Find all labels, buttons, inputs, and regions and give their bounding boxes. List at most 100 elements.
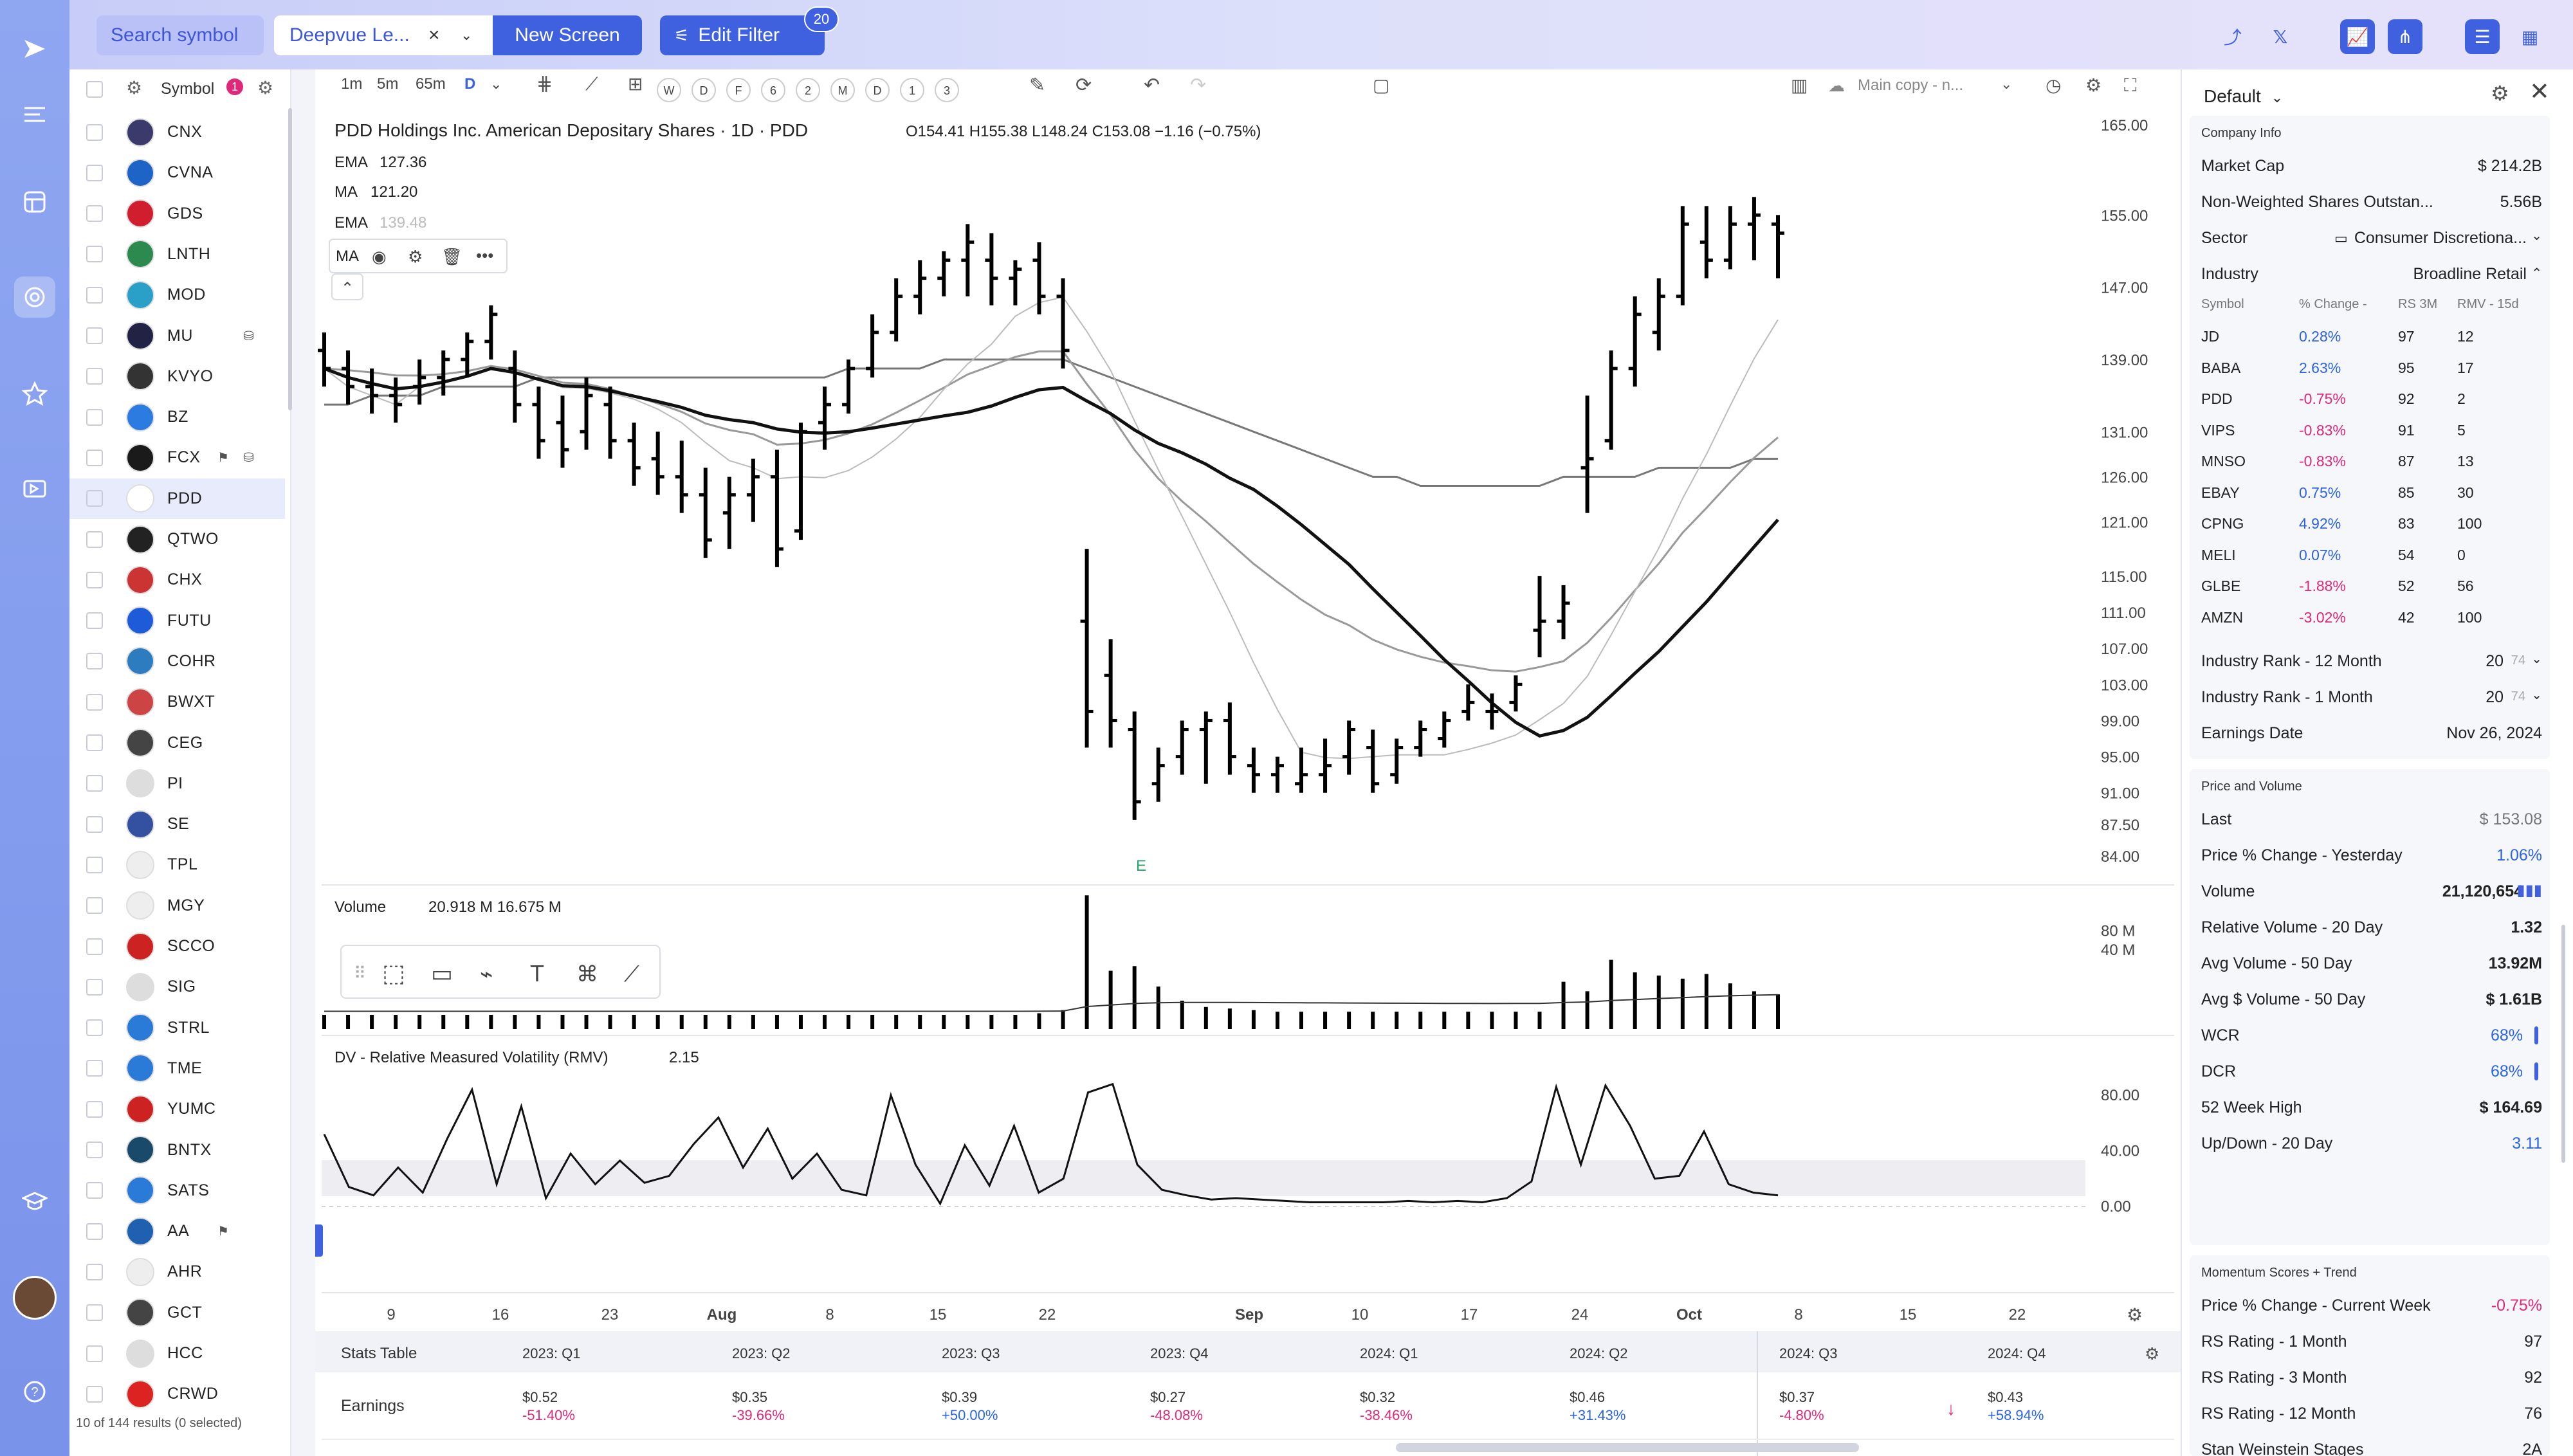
interval-5m[interactable]: 5m: [377, 75, 398, 93]
row-checkbox[interactable]: [86, 123, 103, 141]
edit-filter-button[interactable]: ⚟ Edit Filter: [660, 15, 825, 55]
right-panel-scrollbar[interactable]: [2561, 925, 2565, 1163]
rank12-row[interactable]: Industry Rank - 12 Month 20 74 ⌄: [2201, 644, 2542, 679]
watchlist-row[interactable]: GCT: [69, 1293, 285, 1333]
row-checkbox[interactable]: [86, 246, 103, 263]
period-pill[interactable]: [726, 78, 751, 102]
callout-tool-icon[interactable]: ▭: [431, 960, 453, 987]
close-panel-icon[interactable]: ✕: [2529, 78, 2550, 105]
industry-column-header[interactable]: % Change -: [2299, 297, 2367, 311]
share-icon[interactable]: ⤴: [2223, 28, 2242, 48]
learn-icon[interactable]: [14, 468, 55, 509]
charts-icon[interactable]: [14, 277, 55, 318]
industry-peer-row[interactable]: GLBE -1.88% 52 56: [2201, 570, 2542, 601]
watchlist-row[interactable]: FUTU: [69, 601, 285, 641]
stats-settings-icon[interactable]: ⚙: [2145, 1344, 2159, 1363]
alert-clock-icon[interactable]: ◷: [2046, 75, 2061, 95]
education-icon[interactable]: [14, 1181, 55, 1222]
row-checkbox[interactable]: [86, 368, 103, 385]
row-checkbox[interactable]: [86, 938, 103, 955]
layout-dropdown[interactable]: Default ⌄: [2196, 80, 2299, 113]
refresh-icon[interactable]: ⟳: [1076, 75, 1092, 96]
time-axis-settings-icon[interactable]: ⚙: [2127, 1305, 2143, 1325]
column-settings-icon[interactable]: ⚙: [257, 78, 274, 98]
watchlist-row[interactable]: PI: [69, 763, 285, 804]
row-checkbox[interactable]: [86, 164, 103, 181]
database-icon[interactable]: ⛁: [243, 329, 254, 343]
user-avatar[interactable]: [13, 1276, 57, 1320]
row-checkbox[interactable]: [86, 1100, 103, 1118]
watchlist-row[interactable]: SIG: [69, 967, 285, 1007]
screen-tab[interactable]: Deepvue Le... × ⌄: [274, 15, 493, 55]
industry-column-header[interactable]: RMV - 15d: [2457, 297, 2519, 311]
row-checkbox[interactable]: [86, 1345, 103, 1362]
watchlist-row[interactable]: TME: [69, 1048, 285, 1089]
expand-pane-handle[interactable]: [315, 1224, 323, 1257]
row-checkbox[interactable]: [86, 734, 103, 751]
period-pill[interactable]: [691, 78, 716, 102]
calendar-icon[interactable]: ▢: [1373, 75, 1389, 95]
interval-1m[interactable]: 1m: [341, 75, 362, 93]
row-checkbox[interactable]: [86, 653, 103, 670]
help-icon[interactable]: ?: [14, 1371, 55, 1412]
watchlist-row[interactable]: CEG: [69, 723, 285, 763]
period-pill[interactable]: [830, 78, 855, 102]
panel-settings-icon[interactable]: ⚙: [2491, 82, 2509, 105]
row-checkbox[interactable]: [86, 775, 103, 792]
screens-icon[interactable]: [14, 181, 55, 223]
row-checkbox[interactable]: [86, 1304, 103, 1322]
chart-settings-icon[interactable]: ⚙: [2085, 75, 2101, 95]
watchlist-row[interactable]: SE: [69, 804, 285, 844]
sector-row[interactable]: Sector ▭ Consumer Discretiona... ⌄: [2201, 221, 2542, 256]
watchlist-row[interactable]: YUMC: [69, 1089, 285, 1129]
cloud-icon[interactable]: ☁: [1828, 76, 1845, 95]
row-checkbox[interactable]: [86, 1182, 103, 1199]
industry-column-header[interactable]: Symbol: [2201, 297, 2244, 311]
fullscreen-icon[interactable]: ⛶: [2124, 75, 2137, 95]
app-logo-icon[interactable]: [14, 28, 55, 69]
watchlist-row[interactable]: LNTH: [69, 234, 285, 275]
row-checkbox[interactable]: [86, 1385, 103, 1403]
industry-peer-row[interactable]: AMZN -3.02% 42 100: [2201, 601, 2542, 632]
search-symbol-button[interactable]: Search symbol: [96, 15, 264, 55]
industry-peer-row[interactable]: MNSO -0.83% 87 13: [2201, 445, 2542, 476]
gear-icon[interactable]: ⚙: [408, 247, 423, 266]
watchlist-row[interactable]: TPL: [69, 844, 285, 885]
interval-d[interactable]: D: [464, 75, 475, 93]
row-checkbox[interactable]: [86, 815, 103, 833]
grid-view-icon[interactable]: ▦: [2521, 26, 2539, 47]
more-icon[interactable]: •••: [476, 246, 493, 265]
industry-peer-row[interactable]: MELI 0.07% 54 0: [2201, 539, 2542, 570]
symbol-column-header[interactable]: Symbol: [161, 80, 215, 98]
watchlist-row[interactable]: SATS: [69, 1170, 285, 1211]
chevron-down-icon[interactable]: ⌄: [461, 27, 473, 43]
row-checkbox[interactable]: [86, 1060, 103, 1077]
industry-peer-row[interactable]: EBAY 0.75% 85 30: [2201, 477, 2542, 507]
eraser-icon[interactable]: ✎: [1029, 75, 1045, 96]
close-tab-icon[interactable]: ×: [428, 24, 440, 46]
crosshair-tool-icon[interactable]: ⋕: [536, 73, 553, 95]
horizontal-scrollbar[interactable]: [1396, 1443, 1859, 1452]
industry-peer-row[interactable]: PDD -0.75% 92 2: [2201, 383, 2542, 414]
row-checkbox[interactable]: [86, 490, 103, 507]
undo-icon[interactable]: ↶: [1144, 75, 1160, 96]
row-checkbox[interactable]: [86, 327, 103, 344]
industry-peer-row[interactable]: BABA 2.63% 95 17: [2201, 352, 2542, 383]
layout-name[interactable]: Main copy - n...: [1858, 77, 1963, 94]
new-screen-button[interactable]: New Screen: [493, 15, 642, 55]
favorites-icon[interactable]: [14, 373, 55, 414]
period-pill[interactable]: [935, 78, 959, 102]
watchlist-row[interactable]: CVNA: [69, 152, 285, 193]
x-social-icon[interactable]: 𝕏: [2273, 26, 2288, 47]
period-pill[interactable]: [865, 78, 890, 102]
indicators-icon[interactable]: ⟋: [585, 74, 598, 94]
pattern-tool-icon[interactable]: ⌘: [576, 962, 598, 987]
row-checkbox[interactable]: [86, 286, 103, 304]
watchlist-row[interactable]: BZ: [69, 397, 285, 437]
chart-view-icon[interactable]: 📈: [2340, 19, 2375, 54]
row-checkbox[interactable]: [86, 531, 103, 548]
row-checkbox[interactable]: [86, 897, 103, 915]
watchlist-row[interactable]: AHR: [69, 1251, 285, 1292]
brush-tool-icon[interactable]: ⌁: [480, 962, 493, 987]
